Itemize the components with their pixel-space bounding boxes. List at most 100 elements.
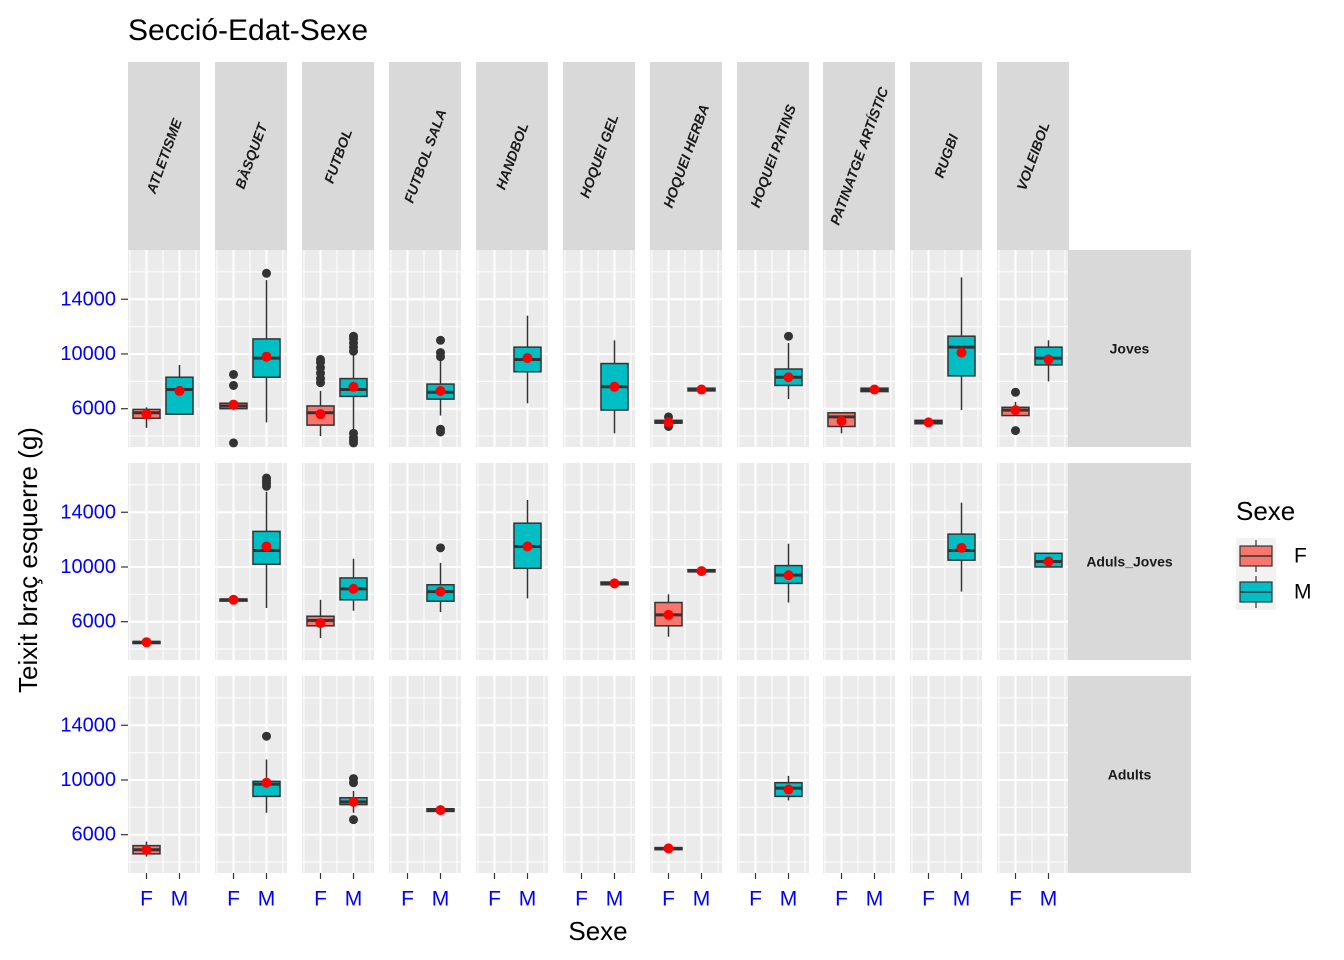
mean-point: [1010, 405, 1021, 416]
x-tick-label: F: [922, 888, 935, 911]
x-tick-label: M: [693, 888, 711, 911]
strip-background: [737, 62, 809, 250]
mean-point: [348, 583, 359, 594]
y-tick-label: 6000: [72, 611, 117, 633]
strip-background: [1068, 463, 1191, 660]
panel-background: [737, 250, 809, 447]
mean-point: [315, 618, 326, 629]
panel-background: [476, 676, 548, 873]
legend-label: F: [1294, 545, 1307, 568]
x-tick-label: M: [519, 888, 537, 911]
strip-background: [389, 62, 461, 250]
row-strip: Joves: [1068, 250, 1191, 447]
box-plot-M: [947, 502, 976, 592]
box-plot-M: [426, 543, 455, 613]
x-tick-label: M: [953, 888, 971, 911]
row-strip-label: Aduls_Joves: [1086, 554, 1173, 570]
mean-point: [663, 843, 674, 854]
mean-point: [174, 385, 185, 396]
box-plot-F: [219, 594, 248, 605]
panel-background: [563, 250, 635, 447]
outlier-point: [262, 268, 271, 278]
column-strip: RUGBI: [910, 62, 982, 250]
facet-panel: [737, 676, 809, 873]
outlier-point: [262, 731, 271, 741]
mean-point: [836, 416, 847, 427]
facet-panel: [910, 463, 982, 660]
box-plot-M: [1034, 340, 1063, 382]
outlier-point: [349, 331, 358, 341]
outlier-point: [229, 438, 238, 448]
mean-point: [315, 409, 326, 420]
x-tick-label: F: [835, 888, 848, 911]
panel-background: [389, 463, 461, 660]
legend-label: M: [1294, 581, 1312, 604]
mean-point: [1043, 556, 1054, 567]
panel-background: [997, 676, 1069, 873]
box: [947, 335, 976, 377]
box-plot-F: [654, 594, 683, 637]
panel-background: [563, 676, 635, 873]
x-tick-label: M: [432, 888, 450, 911]
panel-background: [737, 463, 809, 660]
mean-point: [869, 384, 880, 395]
facet-panel: [563, 250, 635, 447]
y-tick-label: 6000: [72, 824, 117, 846]
facet-panel: [215, 676, 287, 873]
x-tick-label: M: [258, 888, 276, 911]
panel-background: [215, 676, 287, 873]
x-tick-label: F: [749, 888, 762, 911]
column-strip: FUTBOL: [302, 62, 374, 250]
box-plot-F: [132, 841, 161, 857]
box-plot-M: [339, 331, 368, 448]
mean-point: [956, 347, 967, 358]
panel-background: [128, 463, 200, 660]
strip-background: [302, 62, 374, 250]
mean-point: [141, 409, 152, 420]
chart-title: Secció-Edat-Sexe: [128, 14, 368, 47]
legend-item: M: [1236, 574, 1312, 610]
x-tick-label: F: [314, 888, 327, 911]
row-strip: Aduls_Joves: [1068, 463, 1191, 660]
box-plot-F: [914, 417, 943, 428]
column-strip: ATLETISME: [128, 62, 200, 250]
row-strip-label: Joves: [1110, 341, 1150, 357]
y-tick-label: 14000: [60, 714, 116, 736]
box-plot-F: [654, 843, 683, 854]
mean-point: [348, 381, 359, 392]
outlier-point: [436, 348, 445, 358]
box-plot-F: [654, 412, 683, 431]
facet-panel: [650, 676, 722, 873]
box-plot-M: [1034, 552, 1063, 568]
mean-point: [663, 417, 674, 428]
outlier-point: [1011, 387, 1020, 397]
mean-point: [663, 609, 674, 620]
facet-panel: [128, 676, 200, 873]
mean-point: [923, 417, 934, 428]
box-plot-M: [513, 315, 542, 404]
mean-point: [348, 796, 359, 807]
mean-point: [141, 637, 152, 648]
facet-panel: [389, 463, 461, 660]
facet-panels: [128, 250, 1069, 873]
column-strip: BÀSQUET: [215, 62, 287, 250]
mean-point: [141, 844, 152, 855]
box-plot-M: [947, 277, 976, 411]
outlier-point: [1011, 426, 1020, 436]
row-strip: Adults: [1068, 676, 1191, 873]
x-tick-label: F: [140, 888, 153, 911]
box-plot-F: [827, 412, 856, 434]
mean-point: [228, 594, 239, 605]
facet-panel: [215, 463, 287, 660]
column-strip: HOQUEI HERBA: [650, 62, 722, 250]
x-tick-label: M: [866, 888, 884, 911]
facet-panel: [650, 463, 722, 660]
y-tick-label: 14000: [60, 288, 116, 310]
x-axis-title: Sexe: [568, 916, 627, 946]
mean-point: [261, 777, 272, 788]
box-plot-M: [600, 340, 629, 434]
x-tick-label: M: [171, 888, 189, 911]
legend-item: F: [1236, 538, 1307, 574]
mean-point: [783, 784, 794, 795]
